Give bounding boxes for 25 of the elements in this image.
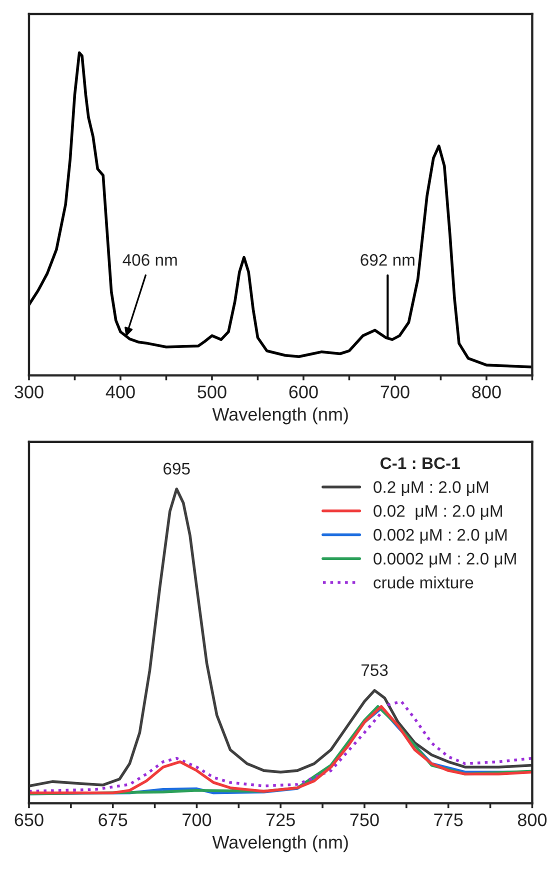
x-tick-label: 600 — [289, 386, 318, 398]
x-tick-label: 800 — [518, 813, 547, 826]
x-tick-label: 700 — [182, 813, 212, 826]
legend-title: C-1 : BC-1 — [380, 457, 460, 470]
legend-label: 0.02 μM : 2.0 μM — [374, 505, 502, 520]
legend-label: crude mixture — [374, 576, 474, 588]
x-tick-label: 400 — [106, 386, 135, 398]
x-tick-label: 700 — [380, 386, 410, 398]
legend-label: 0.2 μM : 2.0 μM — [374, 481, 488, 496]
annotation: 406 nm — [122, 254, 177, 266]
x-tick-label: 650 — [14, 813, 44, 826]
x-tick-label: 725 — [266, 813, 295, 826]
x-tick-label: 750 — [350, 813, 379, 826]
x-tick-label: 500 — [198, 386, 226, 398]
annotation: 753 — [362, 664, 388, 676]
x-tick-label: 800 — [472, 386, 501, 398]
legend-label: 0.0002 μM : 2.0 μM — [374, 552, 516, 568]
x-axis-title: Wavelength (nm) — [212, 407, 348, 424]
annotation: 692 nm — [360, 254, 414, 266]
x-tick-label: 675 — [98, 813, 128, 826]
x-tick-label: 775 — [434, 814, 463, 826]
legend-label: 0.002 μM : 2.0 μM — [374, 528, 507, 544]
x-tick-label: 300 — [14, 386, 44, 398]
annotation: 695 — [164, 462, 190, 475]
x-axis-title: Wavelength (nm) — [212, 835, 348, 852]
